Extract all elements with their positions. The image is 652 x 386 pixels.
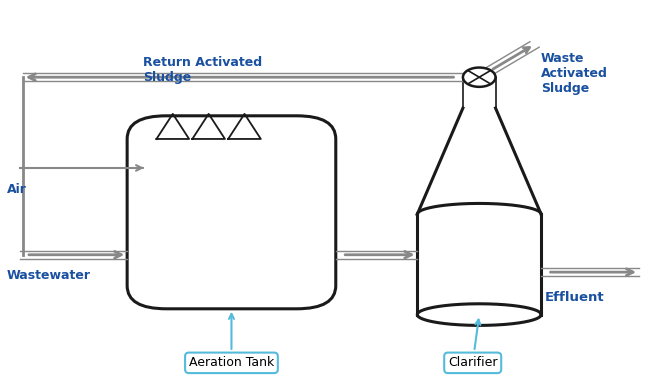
Text: Effluent: Effluent (544, 291, 604, 304)
FancyBboxPatch shape (127, 116, 336, 309)
Text: Clarifier: Clarifier (448, 320, 497, 369)
Text: Waste
Activated
Sludge: Waste Activated Sludge (541, 52, 608, 95)
Text: Air: Air (7, 183, 26, 196)
Text: Aeration Tank: Aeration Tank (189, 314, 274, 369)
Circle shape (463, 68, 496, 87)
Polygon shape (417, 214, 541, 315)
Polygon shape (417, 108, 541, 214)
Polygon shape (417, 304, 541, 325)
Text: Return Activated
Sludge: Return Activated Sludge (143, 56, 263, 84)
Text: Wastewater: Wastewater (7, 269, 91, 283)
